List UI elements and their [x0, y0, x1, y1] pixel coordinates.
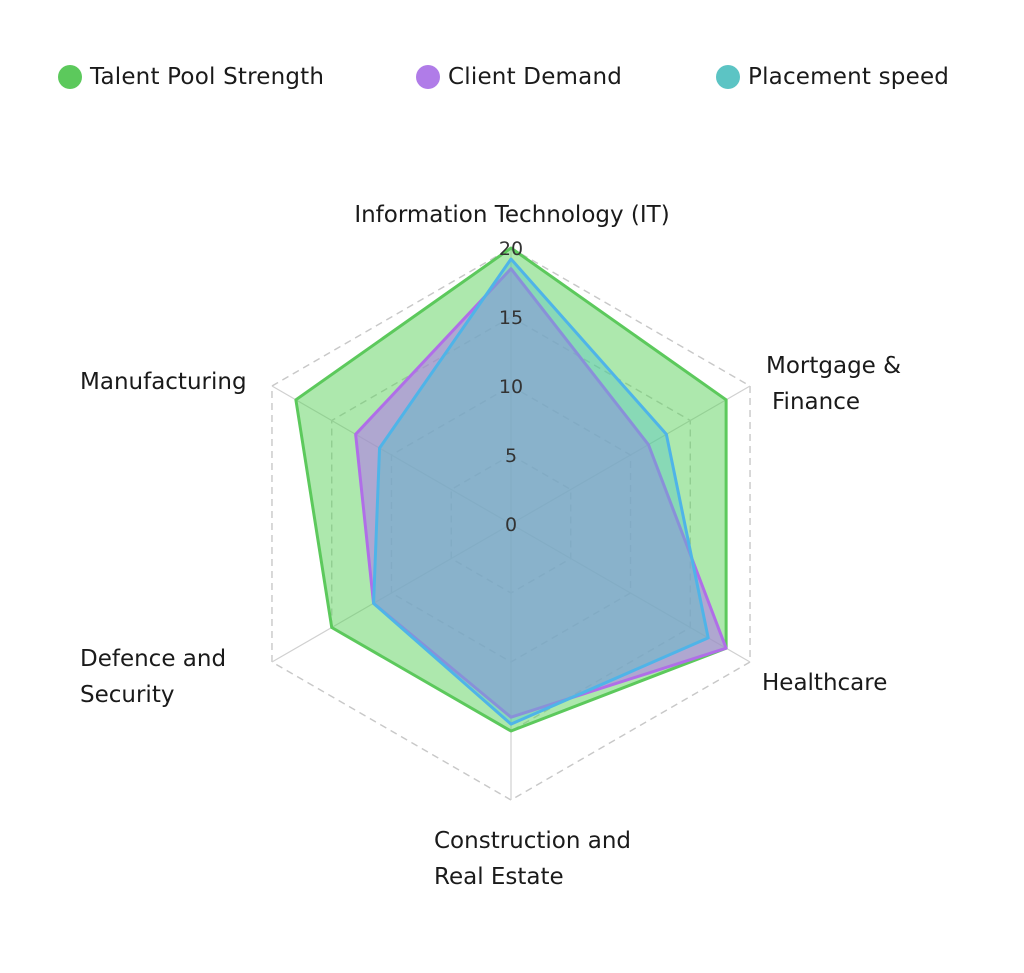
axis-label-line: Security: [80, 682, 174, 708]
axis-label-line: Manufacturing: [80, 369, 247, 395]
axis-label: Healthcare: [762, 670, 887, 696]
axis-label-line: Real Estate: [434, 864, 564, 890]
legend-label: Placement speed: [748, 64, 950, 90]
axis-label: Defence and Security: [80, 646, 226, 708]
tick-label: 15: [499, 307, 523, 329]
axis-label: Construction and Real Estate: [434, 828, 631, 890]
axis-label: Manufacturing: [80, 369, 247, 395]
axis-label-line: Healthcare: [762, 670, 887, 696]
axis-label: Information Technology (IT): [354, 202, 669, 228]
legend-item-placement-speed[interactable]: Placement speed: [716, 64, 949, 90]
legend-item-talent-pool[interactable]: Talent Pool Strength: [58, 64, 324, 90]
series-area: [354, 267, 728, 719]
tick-label: 5: [505, 445, 517, 467]
legend-swatch-icon: [716, 65, 740, 89]
series-area: [372, 257, 710, 726]
legend-item-client-demand[interactable]: Client Demand: [416, 64, 622, 90]
axis-label: Mortgage & Finance: [766, 353, 901, 415]
axis-label-line: Mortgage &: [766, 353, 901, 379]
axis-label-line: Defence and: [80, 646, 226, 672]
legend-label: Talent Pool Strength: [90, 64, 325, 90]
legend: Talent Pool Strength Client Demand Place…: [0, 56, 1024, 106]
axis-label-line: Information Technology (IT): [354, 202, 669, 228]
axis-label-line: Construction and: [434, 828, 631, 854]
tick-label: 0: [505, 514, 517, 536]
tick-label: 10: [499, 376, 523, 398]
legend-label: Client Demand: [448, 64, 623, 90]
legend-swatch-icon: [416, 65, 440, 89]
axis-label-line: Finance: [772, 389, 860, 415]
tick-label: 20: [499, 238, 523, 260]
legend-swatch-icon: [58, 65, 82, 89]
